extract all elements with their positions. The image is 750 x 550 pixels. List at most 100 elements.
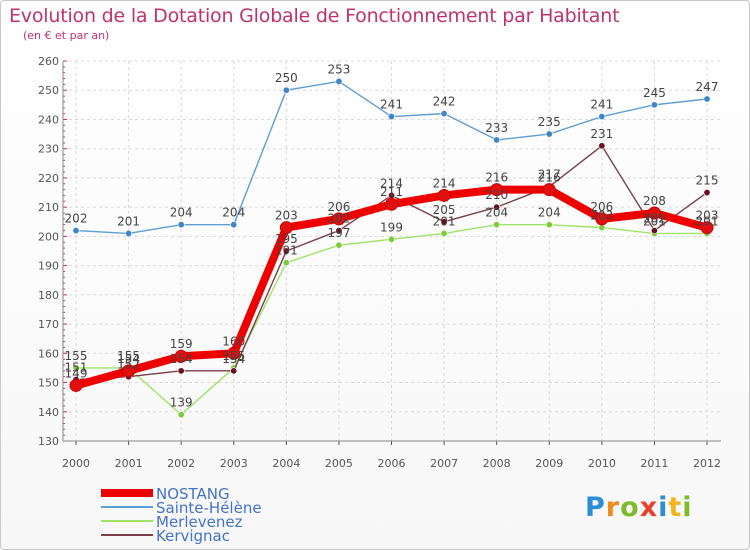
data-label: 139 [170,396,193,410]
data-label: 210 [485,188,508,202]
data-label: 191 [275,244,298,258]
data-label: 154 [170,352,193,366]
data-label: 151 [65,361,88,375]
data-point [282,259,290,267]
x-tick-label: 2003 [220,457,248,470]
data-label: 235 [538,115,561,129]
data-point [598,142,606,150]
data-point [545,221,553,229]
legend-label: NOSTANG [156,485,230,503]
y-tick-label: 180 [38,289,59,302]
data-point [177,367,185,375]
data-label: 247 [696,80,719,94]
y-tick-label: 260 [38,55,59,68]
data-point [490,183,504,197]
data-point [493,221,501,229]
data-label: 155 [117,349,140,363]
logo-letter: r [605,492,621,523]
data-point [282,247,290,255]
data-label: 201 [433,214,456,228]
data-label: 217 [538,168,561,182]
data-label: 245 [643,86,666,100]
y-tick-label: 250 [38,84,59,97]
data-label: 160 [222,334,245,348]
x-tick-label: 2000 [62,457,90,470]
logo-letter: i [682,492,693,523]
x-tick-label: 2010 [588,457,616,470]
data-point [493,136,501,144]
data-label: 195 [275,232,298,246]
data-point [230,367,238,375]
data-label: 155 [222,349,245,363]
data-point [650,227,658,235]
logo-letter: x [639,492,659,523]
legend-label: Merlevenez [156,513,243,531]
data-label: 214 [433,176,456,190]
data-label: 242 [433,95,456,109]
logo-letter: t [668,492,683,523]
logo-letter: i [658,492,669,523]
x-tick-label: 2002 [167,457,195,470]
data-label: 206 [590,200,613,214]
data-point [598,113,606,121]
data-label: 241 [590,98,613,112]
data-point [493,203,501,211]
x-tick-label: 2007 [430,457,458,470]
data-label: 154 [222,352,245,366]
legend-label: Kervignac [156,527,230,545]
data-label: 233 [485,121,508,135]
data-point [385,197,398,211]
data-point [282,86,290,94]
data-label: 201 [117,214,140,228]
data-point [174,349,188,363]
data-point [437,188,451,202]
data-label: 202 [65,212,88,226]
legend-label: Sainte-Hélène [156,499,262,517]
data-label: 202 [643,212,666,226]
data-label: 203 [590,209,613,223]
data-point [700,221,714,235]
x-tick-label: 2009 [535,457,563,470]
data-label: 155 [65,349,88,363]
data-label: 159 [170,337,193,351]
data-point [72,364,80,372]
data-point [703,189,711,197]
data-label: 201 [643,214,666,228]
y-tick-label: 210 [38,201,59,214]
y-tick-label: 160 [38,347,59,360]
data-point [598,224,606,232]
x-tick-label: 2001 [115,457,143,470]
data-point [335,77,343,85]
data-label: 211 [380,185,403,199]
data-point [335,227,343,235]
data-label: 206 [327,200,350,214]
data-label: 253 [327,62,350,76]
data-point [387,235,395,243]
data-point [703,95,711,103]
data-point [69,378,83,392]
data-label: 149 [65,366,88,380]
data-point [595,212,609,226]
data-label: 208 [643,194,666,208]
data-point [177,221,185,229]
chart-title: Evolution de la Dotation Globale de Fonc… [9,5,620,27]
data-point [440,229,448,237]
y-tick-label: 200 [38,230,59,243]
y-tick-label: 190 [38,260,59,273]
data-label: 202 [327,212,350,226]
data-label: 250 [275,71,298,85]
data-point [72,227,80,235]
data-point [387,113,395,121]
data-point [230,221,238,229]
x-tick-label: 2011 [640,457,668,470]
y-tick-label: 240 [38,113,59,126]
data-label: 203 [696,209,719,223]
x-tick-label: 2005 [325,457,353,470]
chart-subtitle: (en € et par an) [23,29,110,42]
logo-letter: o [620,492,640,523]
data-label: 204 [538,206,561,220]
data-point [542,183,556,197]
y-tick-label: 170 [38,318,59,331]
